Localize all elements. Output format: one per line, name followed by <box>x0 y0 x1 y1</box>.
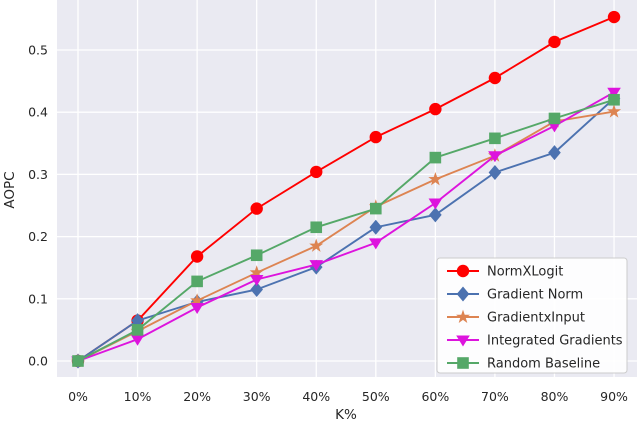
x-tick-label: 10% <box>124 389 152 404</box>
legend: NormXLogit Gradient Norm GradientxInput Int… <box>436 257 628 374</box>
y-tick-label: 0.4 <box>28 105 48 120</box>
legend-entry-random-baseline: Random Baseline <box>447 357 600 372</box>
x-tick-label: 90% <box>600 389 628 404</box>
x-tick-label: 80% <box>541 389 569 404</box>
legend-label: Random Baseline <box>487 357 600 372</box>
legend-label: Gradient Norm <box>487 288 583 303</box>
legend-label: GradientxInput <box>487 311 585 326</box>
x-tick-label: 60% <box>421 389 449 404</box>
x-tick-labels: 0% 10% 20% 30% 40% 50% 60% 70% 80% 90% <box>68 389 628 404</box>
legend-label: Integrated Gradients <box>487 334 623 349</box>
y-tick-label: 0.0 <box>28 354 48 369</box>
legend-entry-normxlogit: NormXLogit <box>447 265 563 280</box>
x-tick-label: 50% <box>362 389 390 404</box>
y-tick-label: 0.5 <box>28 43 48 58</box>
y-tick-labels: 0.0 0.1 0.2 0.3 0.4 0.5 <box>28 43 48 369</box>
x-axis-label: K% <box>335 407 357 423</box>
legend-label: NormXLogit <box>487 265 563 280</box>
x-tick-label: 30% <box>243 389 271 404</box>
legend-box <box>436 257 628 374</box>
x-tick-label: 40% <box>302 389 330 404</box>
y-tick-label: 0.1 <box>28 291 48 306</box>
legend-entry-gradient-norm: Gradient Norm <box>447 286 583 303</box>
y-axis-label: AOPC <box>2 171 18 208</box>
legend-entry-gradientxinput: GradientxInput <box>447 309 585 326</box>
x-tick-label: 0% <box>68 389 88 404</box>
y-tick-label: 0.3 <box>28 167 48 182</box>
y-tick-label: 0.2 <box>28 229 48 244</box>
legend-entry-integrated-gradients: Integrated Gradients <box>447 334 623 349</box>
series-random-baseline <box>72 93 620 367</box>
x-tick-label: 20% <box>183 389 211 404</box>
x-tick-label: 70% <box>481 389 509 404</box>
